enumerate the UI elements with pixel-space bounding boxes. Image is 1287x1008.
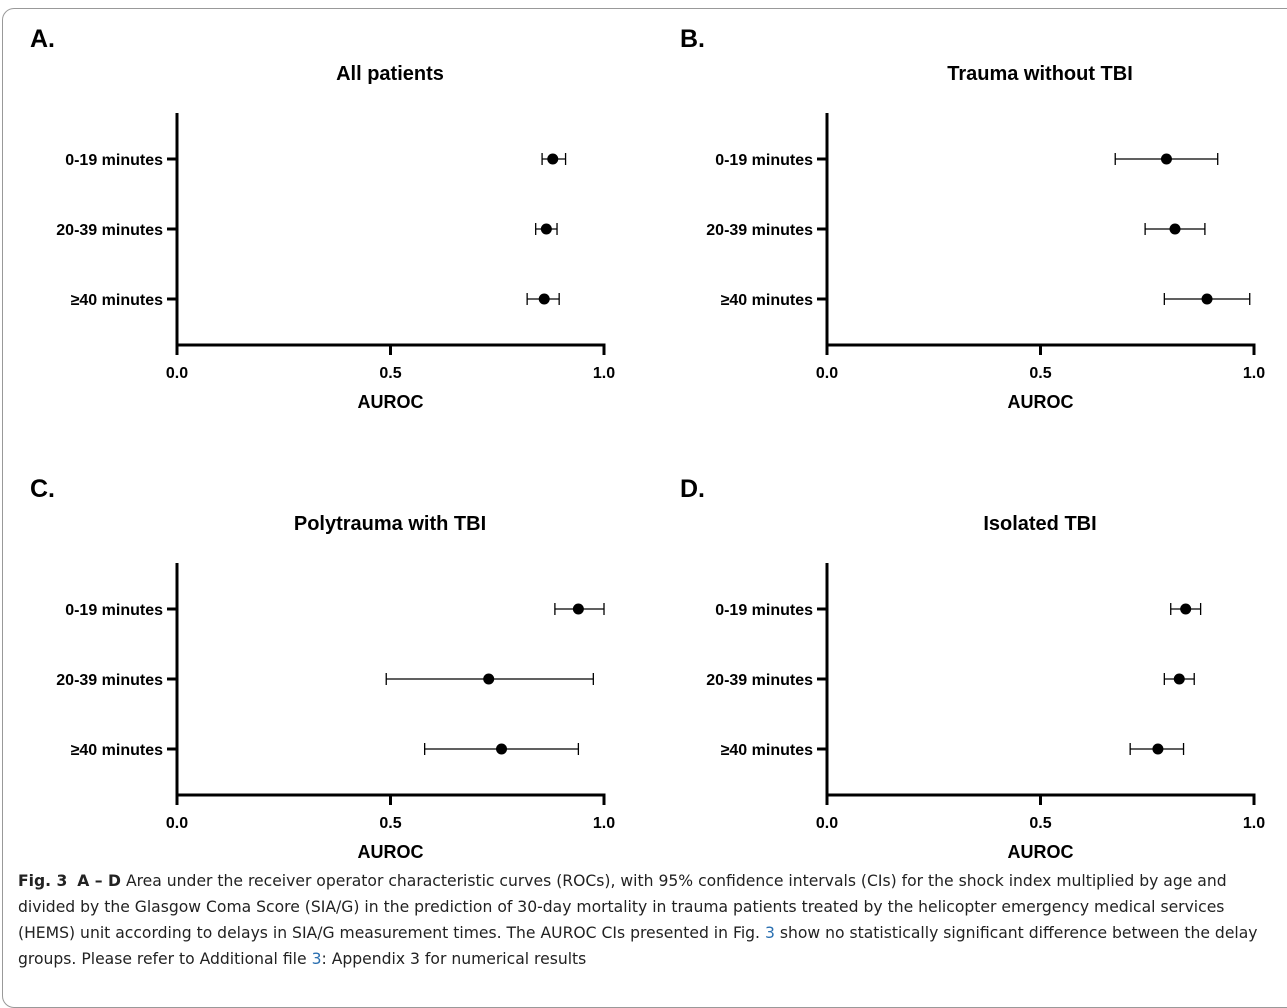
x-tick-label: 0.5 <box>1029 815 1051 832</box>
y-tick-label: 20-39 minutes <box>706 672 813 689</box>
x-tick-label: 0.5 <box>379 815 401 832</box>
x-tick-label: 0.5 <box>379 365 401 382</box>
x-tick-label: 1.0 <box>1243 365 1265 382</box>
x-tick-label: 1.0 <box>593 815 615 832</box>
chart-title: Trauma without TBI <box>947 63 1133 85</box>
point-estimate <box>1169 223 1181 235</box>
caption-text-2: show no statistically significant differ… <box>18 924 1258 968</box>
y-tick-label: 20-39 minutes <box>706 222 813 239</box>
point-estimate <box>1173 673 1185 685</box>
y-tick-label: ≥40 minutes <box>71 742 163 759</box>
point-estimate <box>1160 153 1172 165</box>
panel-b: B. Trauma without TBI 0.0 0.5 1.0 AUROC 0-19 m… <box>650 0 1287 440</box>
x-tick-label: 0.0 <box>816 365 838 382</box>
panel-a: A. All patients 0.0 0.5 1.0 AUROC 0-19 minutes… <box>0 0 640 440</box>
y-tick-label: ≥40 minutes <box>721 742 813 759</box>
y-tick-label: 20-39 minutes <box>56 672 163 689</box>
chart-title: Polytrauma with TBI <box>294 513 486 535</box>
caption-figure-link[interactable]: 3 <box>764 924 775 942</box>
y-tick-label: 0-19 minutes <box>65 602 163 619</box>
panel-letter: A. <box>30 25 55 53</box>
panel-letter: D. <box>680 475 705 503</box>
x-tick-label: 1.0 <box>1243 815 1265 832</box>
forest-plot-1: A. All patients 0.0 0.5 1.0 AUROC 0-19 minutes… <box>30 25 615 412</box>
x-tick-label: 1.0 <box>593 365 615 382</box>
point-estimate <box>572 603 584 615</box>
y-tick-label: 0-19 minutes <box>715 152 813 169</box>
panel-letter: B. <box>680 25 705 53</box>
x-tick-label: 0.0 <box>166 365 188 382</box>
chart-title: Isolated TBI <box>983 513 1096 535</box>
point-estimate <box>540 223 552 235</box>
y-tick-label: ≥40 minutes <box>71 292 163 309</box>
chart-title: All patients <box>336 63 444 85</box>
panel-letter: C. <box>30 475 55 503</box>
forest-plot-2: B. Trauma without TBI 0.0 0.5 1.0 AUROC 0-19 m… <box>680 25 1265 412</box>
caption-panels-ref: A – D <box>77 872 121 890</box>
y-tick-label: 0-19 minutes <box>715 602 813 619</box>
x-tick-label: 0.0 <box>816 815 838 832</box>
point-estimate <box>1180 603 1192 615</box>
x-tick-label: 0.5 <box>1029 365 1051 382</box>
panel-d: D. Isolated TBI 0.0 0.5 1.0 AUROC 0-19 minutes… <box>650 450 1287 890</box>
x-axis-label: AUROC <box>1008 842 1074 862</box>
point-estimate <box>547 153 559 165</box>
x-axis-label: AUROC <box>1008 392 1074 412</box>
caption-label: Fig. 3 <box>18 872 68 890</box>
caption-text-3: : Appendix 3 for numerical results <box>321 950 587 968</box>
x-axis-label: AUROC <box>358 392 424 412</box>
point-estimate <box>483 673 495 685</box>
caption-additional-file-link[interactable]: 3 <box>311 950 322 968</box>
point-estimate <box>1152 743 1164 755</box>
point-estimate <box>538 293 550 305</box>
x-tick-label: 0.0 <box>166 815 188 832</box>
y-tick-label: ≥40 minutes <box>721 292 813 309</box>
point-estimate <box>496 743 508 755</box>
x-axis-label: AUROC <box>358 842 424 862</box>
point-estimate <box>1201 293 1213 305</box>
panel-c: C. Polytrauma with TBI 0.0 0.5 1.0 AUROC 0-19 … <box>0 450 640 890</box>
figure-caption: Fig. 3 A – D Area under the receiver ope… <box>18 868 1268 972</box>
forest-plot-3: C. Polytrauma with TBI 0.0 0.5 1.0 AUROC 0-19 … <box>30 475 615 862</box>
caption-text-1: Area under the receiver operator charact… <box>18 872 1227 942</box>
y-tick-label: 0-19 minutes <box>65 152 163 169</box>
forest-plot-4: D. Isolated TBI 0.0 0.5 1.0 AUROC 0-19 minutes… <box>680 475 1265 862</box>
y-tick-label: 20-39 minutes <box>56 222 163 239</box>
